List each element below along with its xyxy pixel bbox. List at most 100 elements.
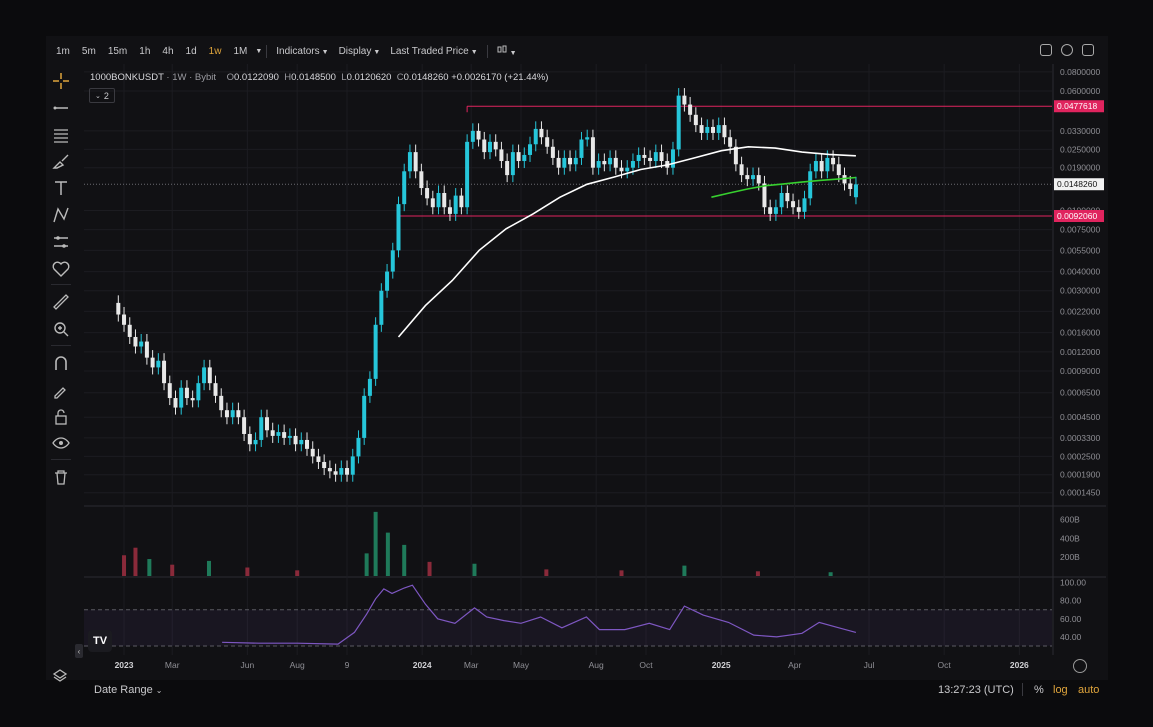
candle-body bbox=[144, 341, 149, 358]
candle-body bbox=[459, 195, 464, 208]
percent-scale-toggle[interactable]: % bbox=[1034, 684, 1044, 696]
camera-icon[interactable] bbox=[1040, 44, 1052, 56]
volume-bar bbox=[364, 553, 369, 576]
price-tick-label: 0.0250000 bbox=[1060, 144, 1100, 154]
layers-icon[interactable] bbox=[52, 668, 68, 684]
price-tick-label: 0.0001900 bbox=[1060, 470, 1100, 480]
indicators-label: Indicators bbox=[276, 45, 320, 57]
time-tick-label: Jun bbox=[241, 660, 255, 670]
auto-scale-toggle[interactable]: auto bbox=[1078, 684, 1100, 696]
price-source-menu[interactable]: Last Traded Price ▼ bbox=[390, 45, 478, 57]
pattern-icon bbox=[53, 207, 69, 223]
price-tick-label: 0.0600000 bbox=[1060, 86, 1100, 96]
date-range-label: Date Range bbox=[94, 684, 153, 696]
utc-clock: 13:27:23 (UTC) bbox=[938, 684, 1014, 696]
favorite-tool[interactable] bbox=[50, 258, 72, 280]
trendline-tool[interactable] bbox=[50, 97, 72, 119]
time-tick-label: May bbox=[513, 660, 530, 670]
candle-body bbox=[345, 468, 350, 475]
tools-divider bbox=[51, 344, 71, 346]
volume-bar bbox=[245, 567, 250, 576]
chart-type-menu[interactable]: ▼ bbox=[492, 44, 522, 58]
visibility-tool[interactable] bbox=[50, 432, 72, 454]
candle-body bbox=[356, 437, 361, 457]
text-tool[interactable] bbox=[50, 177, 72, 199]
price-source-label: Last Traded Price bbox=[390, 45, 469, 57]
fullscreen-icon[interactable] bbox=[1082, 44, 1094, 56]
timeframe-1M[interactable]: 1M bbox=[233, 45, 248, 57]
candle-body bbox=[510, 152, 515, 176]
candle-body bbox=[362, 395, 367, 438]
settings-icon[interactable] bbox=[1061, 44, 1073, 56]
timeframe-1w[interactable]: 1w bbox=[208, 45, 222, 57]
candle-body bbox=[785, 192, 790, 202]
candle-body bbox=[242, 417, 247, 434]
candle-body bbox=[447, 207, 452, 214]
indicators-menu[interactable]: Indicators ▼ bbox=[276, 45, 329, 57]
candle-body bbox=[184, 387, 189, 399]
timeframe-15m[interactable]: 15m bbox=[107, 45, 128, 57]
candle-body bbox=[813, 161, 818, 172]
volume-tick-label: 200B bbox=[1060, 552, 1080, 562]
price-tick-label: 0.0190000 bbox=[1060, 163, 1100, 173]
candle-body bbox=[545, 137, 550, 147]
volume-bar bbox=[147, 559, 152, 576]
candle-body bbox=[728, 137, 733, 147]
bottom-bar: Date Range ⌄ 13:27:23 (UTC) % log auto bbox=[46, 680, 1108, 700]
magnet-tool[interactable] bbox=[50, 352, 72, 374]
volume-bar bbox=[170, 564, 175, 576]
candle-body bbox=[625, 167, 630, 172]
price-tick-label: 0.0006500 bbox=[1060, 388, 1100, 398]
candle-body bbox=[550, 146, 555, 158]
timeframe-dropdown-icon[interactable]: ▼ bbox=[255, 47, 263, 55]
zoom-in-icon bbox=[54, 322, 69, 337]
candle-body bbox=[676, 95, 681, 150]
timeframe-4h[interactable]: 4h bbox=[162, 45, 174, 57]
delete-tool[interactable] bbox=[50, 466, 72, 488]
candle-body bbox=[425, 188, 430, 199]
crosshair-icon bbox=[53, 73, 69, 89]
display-menu[interactable]: Display ▼ bbox=[338, 45, 381, 57]
tradingview-logo: TV bbox=[88, 630, 112, 652]
candle-body bbox=[385, 271, 390, 291]
ruler-tool[interactable] bbox=[50, 291, 72, 313]
collapse-panel-button[interactable]: ‹ bbox=[75, 644, 83, 658]
log-scale-toggle[interactable]: log bbox=[1053, 684, 1068, 696]
measure-tool[interactable] bbox=[50, 231, 72, 253]
candle-body bbox=[310, 448, 315, 457]
timeframe-1h[interactable]: 1h bbox=[139, 45, 151, 57]
brush-tool[interactable] bbox=[50, 150, 72, 172]
volume-bar bbox=[206, 560, 211, 576]
date-range-button[interactable]: Date Range ⌄ bbox=[94, 684, 162, 696]
candle-body bbox=[493, 141, 498, 150]
pattern-tool[interactable] bbox=[50, 204, 72, 226]
candle-body bbox=[819, 161, 824, 172]
candle-body bbox=[733, 146, 738, 165]
studies-toggle[interactable]: ⌄ 2 bbox=[89, 88, 115, 103]
candle-body bbox=[293, 435, 298, 445]
lock-tool[interactable] bbox=[50, 406, 72, 428]
candle-body bbox=[630, 161, 635, 168]
timeframe-1d[interactable]: 1d bbox=[185, 45, 197, 57]
candle-body bbox=[436, 192, 441, 208]
rsi-line bbox=[222, 584, 857, 645]
candle-body bbox=[533, 128, 538, 145]
zoom-tool[interactable] bbox=[50, 318, 72, 340]
time-tick-label: 2026 bbox=[1010, 660, 1029, 670]
fib-tool[interactable] bbox=[50, 124, 72, 146]
timeframe-1m[interactable]: 1m bbox=[56, 45, 70, 57]
candle-body bbox=[167, 383, 172, 399]
text-icon bbox=[55, 181, 67, 196]
tools-divider bbox=[51, 284, 71, 286]
crosshair-tool[interactable] bbox=[50, 70, 72, 92]
lock-drawing-tool[interactable] bbox=[50, 379, 72, 401]
time-tick-label: 2025 bbox=[712, 660, 731, 670]
candle-body bbox=[705, 126, 710, 133]
volume-bar bbox=[828, 572, 833, 576]
timeframe-5m[interactable]: 5m bbox=[81, 45, 96, 57]
gear-icon[interactable] bbox=[1073, 659, 1087, 673]
eye-icon bbox=[52, 437, 70, 450]
volume-bar bbox=[427, 561, 432, 576]
candle-body bbox=[379, 290, 384, 325]
